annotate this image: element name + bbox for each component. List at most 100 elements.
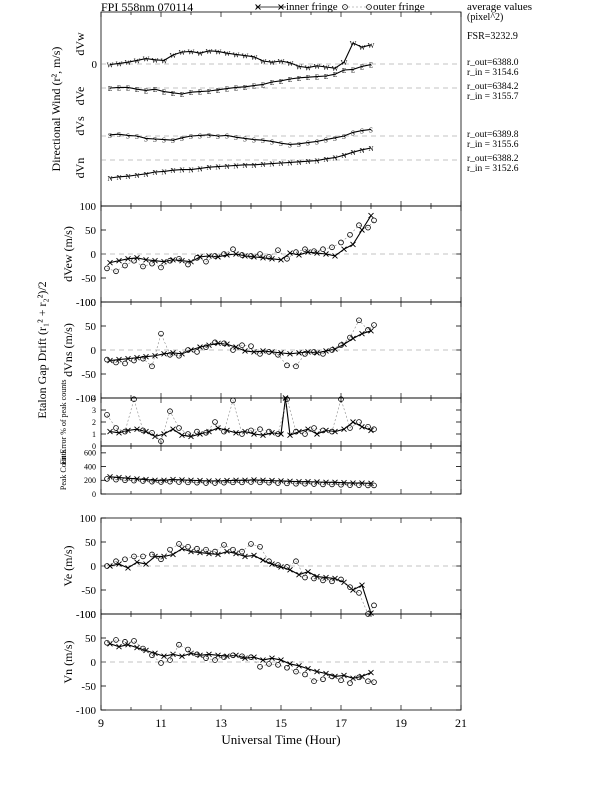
- data-point-inner: [359, 227, 365, 233]
- data-point-outer: [329, 244, 335, 251]
- data-point-outer: [284, 396, 290, 403]
- data-point-inner: [134, 255, 140, 261]
- data-point-inner: [332, 575, 338, 582]
- data-point-inner: [350, 480, 356, 486]
- data-point-outer: [131, 477, 137, 484]
- data-point-dVs: S: [315, 138, 319, 146]
- y-tick-label: 100: [80, 609, 97, 621]
- data-point-dVs: S: [108, 132, 112, 140]
- data-point-dVw: W: [197, 50, 204, 58]
- data-point-outer: [248, 343, 254, 349]
- data-point-outer: [284, 664, 290, 671]
- data-point-inner: [125, 565, 131, 571]
- y-tick-label: -50: [81, 369, 96, 381]
- data-point-outer: [320, 351, 326, 357]
- data-point-outer: [212, 339, 218, 346]
- data-point-inner: [350, 335, 356, 342]
- data-point-inner: [296, 663, 302, 669]
- data-point-dVw: W: [287, 60, 294, 68]
- data-point-dVn: N: [350, 149, 355, 157]
- data-point-inner: [359, 423, 365, 430]
- data-point-inner: [152, 650, 158, 657]
- data-point-dVs: S: [180, 135, 184, 143]
- data-point-outer: [311, 425, 317, 431]
- data-point-dVs: S: [117, 131, 121, 139]
- data-point-outer: [329, 673, 335, 680]
- y-tick-label: 200: [84, 476, 96, 485]
- data-point-outer: [131, 357, 137, 364]
- data-point-outer: [185, 431, 191, 437]
- y-axis-label: Directional Wind (r², m/s): [49, 47, 63, 172]
- x-tick-label: 21: [455, 716, 467, 730]
- data-point-outer: [230, 397, 236, 404]
- data-point-dVw: W: [206, 48, 213, 56]
- y-tick-label: 0: [92, 59, 98, 71]
- y-axis-label: Ve (m/s): [61, 546, 75, 587]
- data-point-dVe: E: [198, 89, 202, 97]
- data-point-inner: [179, 351, 185, 357]
- y-tick-label: -50: [81, 681, 96, 693]
- data-point-dVn: N: [323, 156, 328, 164]
- data-point-outer: [185, 479, 191, 486]
- data-point-outer: [266, 479, 272, 486]
- data-point-dVs: S: [243, 135, 247, 143]
- data-point-inner: [188, 477, 194, 484]
- data-point-dVs: S: [216, 133, 220, 141]
- data-point-inner: [269, 429, 275, 436]
- data-point-inner: [215, 425, 221, 431]
- data-point-outer: [122, 477, 128, 484]
- rin-value: r_in = 3155.6: [467, 140, 519, 150]
- data-point-inner: [260, 348, 266, 354]
- data-point-dVn: N: [278, 160, 283, 168]
- y-axis-label: Peak Counts: [59, 450, 68, 490]
- data-point-dVs: S: [306, 140, 310, 148]
- data-point-inner: [341, 426, 347, 433]
- data-point-inner: [170, 350, 176, 356]
- data-point-outer: [329, 481, 335, 488]
- data-point-dVn: N: [161, 168, 166, 176]
- data-point-outer: [320, 676, 326, 683]
- data-point-outer: [140, 645, 146, 652]
- data-point-inner: [251, 477, 257, 483]
- data-point-inner: [107, 428, 113, 435]
- data-point-outer: [248, 479, 254, 485]
- data-point-dVw: W: [323, 64, 330, 72]
- data-point-inner: [251, 254, 257, 260]
- data-point-outer: [275, 480, 281, 486]
- data-point-outer: [302, 351, 308, 357]
- data-point-outer: [113, 637, 119, 643]
- data-point-inner: [116, 561, 122, 567]
- data-point-outer: [266, 661, 272, 667]
- y-tick-label: 400: [84, 462, 96, 471]
- sub-axis-label: dVs: [73, 116, 87, 136]
- data-point-outer: [131, 396, 137, 403]
- data-point-dVn: N: [233, 162, 238, 170]
- data-point-inner: [152, 352, 158, 359]
- rout-value: r_out=6388.0: [467, 58, 519, 68]
- data-point-inner: [260, 432, 266, 439]
- data-point-dVn: N: [251, 162, 256, 170]
- data-point-dVw: W: [224, 50, 231, 58]
- data-point-outer: [257, 543, 263, 550]
- data-point-outer: [365, 423, 371, 430]
- series-line-inner: [109, 643, 372, 679]
- data-point-outer: [284, 362, 290, 369]
- series-line-inner: [109, 548, 372, 614]
- sub-axis-label: dVn: [73, 158, 87, 179]
- data-point-outer: [230, 246, 236, 253]
- data-point-inner: [287, 478, 293, 485]
- data-point-dVs: S: [144, 135, 148, 143]
- data-point-dVw: W: [260, 58, 267, 66]
- data-point-outer: [203, 546, 209, 553]
- data-point-outer: [365, 678, 371, 684]
- y-tick-label: 0: [92, 490, 96, 499]
- data-point-inner: [143, 256, 149, 263]
- data-point-inner: [161, 258, 167, 265]
- data-point-dVe: E: [207, 88, 211, 96]
- data-point-outer: [176, 352, 182, 359]
- data-point-inner: [368, 480, 374, 487]
- data-point-inner: [305, 665, 311, 672]
- data-point-outer: [311, 678, 317, 684]
- data-point-inner: [233, 477, 239, 484]
- data-point-dVw: W: [134, 57, 141, 65]
